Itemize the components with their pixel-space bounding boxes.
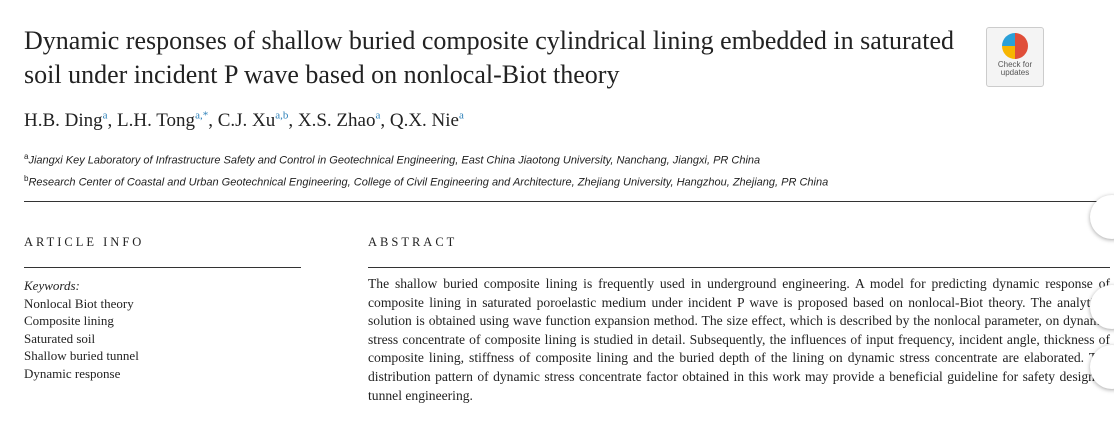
affiliation-text: Jiangxi Key Laboratory of Infrastructure… [28,154,761,167]
author: L.H. Tonga,* [117,110,218,131]
affiliation-sup: a [24,152,29,161]
author-name: X.S. Zhao [297,110,376,132]
badge-text: Check for updates [997,60,1033,77]
title: Dynamic responses of shallow buried comp… [24,26,954,89]
rule [368,267,1110,268]
check-updates-badge[interactable]: Check for updates [986,27,1044,87]
author: C.J. Xua,b [218,110,298,131]
author-sup: a,* [195,110,209,122]
affiliations: aJiangxi Key Laboratory of Infrastructur… [24,148,828,191]
author-sup: a,b [275,110,289,122]
affiliation-sup: b [24,173,29,183]
author: H.B. Dinga [24,110,117,131]
author: X.S. Zhaoa [298,110,390,131]
abstract-heading: ABSTRACT [368,235,458,249]
author-sup: a [459,110,464,122]
keywords-label: Keywords: [24,278,80,293]
keyword: Shallow buried tunnel [24,348,139,363]
author-sup: a [102,110,108,122]
author-sup: a [375,110,381,122]
author-name: C.J. Xu [217,110,276,132]
affiliation: aJiangxi Key Laboratory of Infrastructur… [24,148,828,170]
affiliation-text: Research Center of Coastal and Urban Geo… [28,176,829,189]
keyword: Composite lining [24,313,114,328]
author: Q.X. Niea [390,110,464,131]
abstract-text: The shallow buried composite lining is f… [368,276,1110,403]
author-name: L.H. Tong [117,110,196,132]
keyword: Dynamic response [24,365,121,381]
keywords: Keywords: Nonlocal Biot theory Composite l… [24,277,139,382]
keyword: Nonlocal Biot theory [24,295,134,311]
author-name: H.B. Ding [24,110,103,132]
affiliation: bResearch Center of Coastal and Urban Ge… [24,170,828,192]
rule [24,201,1110,202]
author-name: Q.X. Nie [389,110,459,132]
rule [24,267,301,268]
keyword: Saturated soil [24,330,96,346]
authors: H.B. DingaL.H. Tonga,*C.J. Xua,bX.S. Zha… [24,110,464,132]
article-info-heading: ARTICLE INFO [24,235,145,249]
